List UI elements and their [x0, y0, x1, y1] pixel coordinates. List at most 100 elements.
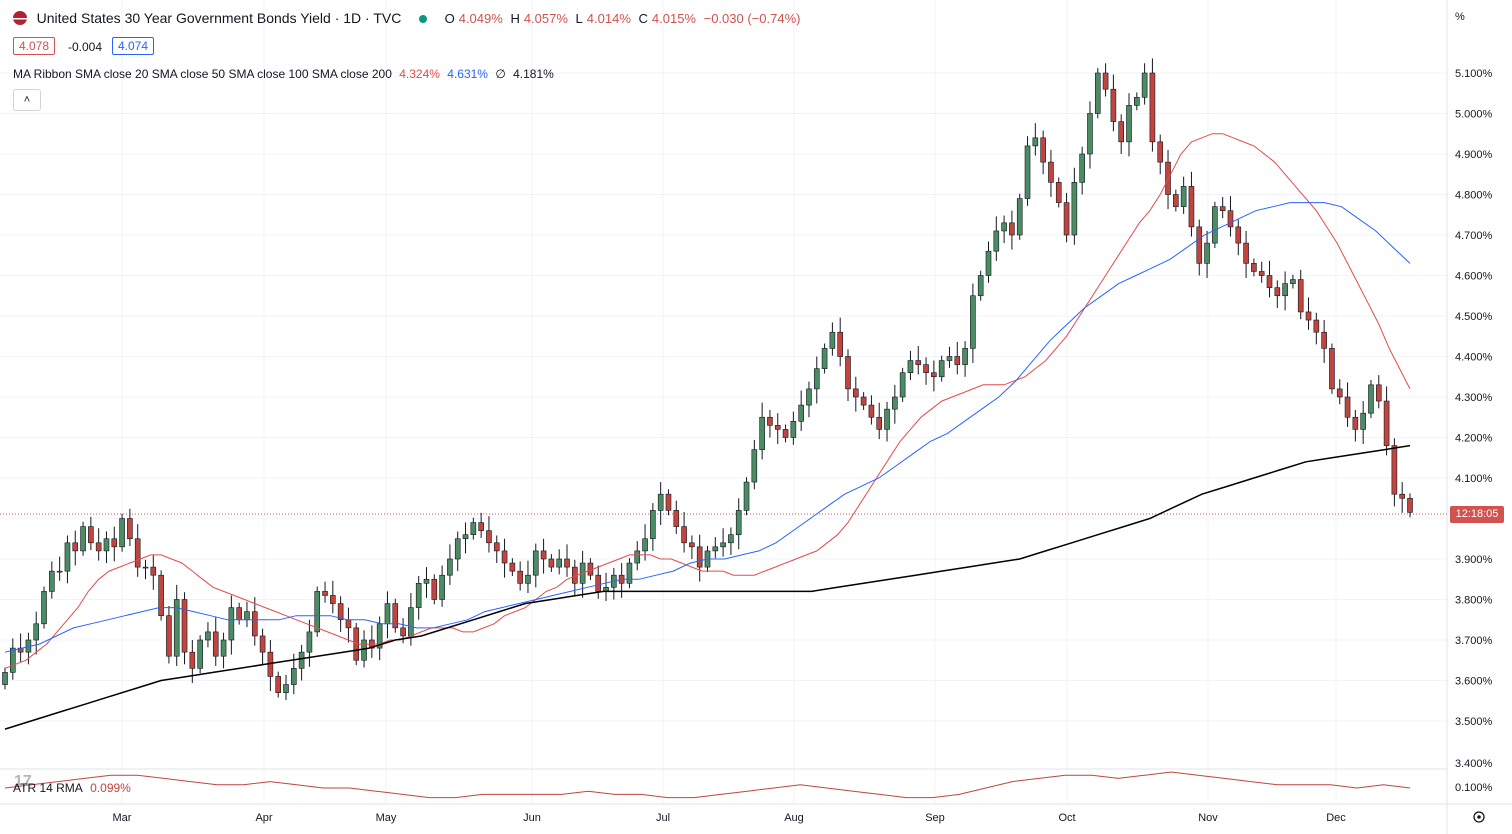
settings-icon[interactable] [1473, 811, 1485, 823]
candle-body [447, 558, 453, 576]
candle-body [837, 331, 843, 357]
candle-body [10, 647, 16, 673]
candle-body [774, 425, 781, 430]
candle-body [1087, 113, 1093, 155]
candle-body [384, 603, 391, 625]
candle-body [525, 574, 531, 584]
candle [49, 561, 55, 599]
candle-body [1110, 88, 1117, 122]
candle [1251, 258, 1257, 277]
atr-value: 0.099% [90, 781, 131, 795]
candle [173, 584, 180, 666]
sma20-line [4, 133, 1411, 669]
indicator-legend[interactable]: MA Ribbon SMA close 20 SMA close 50 SMA … [13, 67, 558, 81]
candle-body [142, 566, 149, 569]
candle [1290, 274, 1296, 289]
candle-body [41, 591, 47, 625]
candle-body [626, 562, 633, 584]
candle-body [439, 574, 445, 600]
candle-body [205, 631, 211, 641]
candle-body [759, 416, 765, 450]
candle-body [236, 607, 242, 621]
candle [1391, 438, 1398, 507]
candle [1266, 260, 1273, 298]
ohlc-open-label: O [444, 11, 455, 26]
candle-body [1375, 384, 1382, 402]
candle [1079, 146, 1085, 195]
candle [611, 567, 617, 600]
candle [376, 616, 383, 661]
candle-body [283, 684, 289, 693]
candle [251, 597, 258, 646]
candle [1009, 210, 1015, 250]
candle [1321, 320, 1327, 363]
candle-body [345, 619, 352, 629]
candle [1110, 74, 1117, 132]
collapse-legend-button[interactable]: ˄ [13, 89, 41, 111]
ask-price-box[interactable]: 4.074 [112, 37, 155, 55]
candle [415, 576, 422, 620]
bid-price-box[interactable]: 4.078 [13, 37, 56, 55]
candle-body [899, 372, 906, 398]
candle [111, 526, 118, 562]
tradingview-logo[interactable]: 17 [14, 773, 32, 790]
candle-body [517, 570, 523, 584]
candle [899, 367, 906, 402]
candle [439, 565, 445, 607]
candle [696, 534, 703, 582]
candle-body [946, 356, 953, 361]
x-axis-ticks: Mar Apr May Jun Jul Aug Sep Oct Nov Dec [113, 812, 1347, 824]
candle-body [564, 558, 570, 568]
candle [673, 500, 680, 534]
candle-body [1321, 331, 1327, 349]
candle [1360, 401, 1366, 444]
candle-body [150, 566, 157, 576]
candle [1243, 230, 1249, 278]
atr-legend[interactable]: ATR 14 RMA 0.099% [13, 781, 135, 795]
candle [892, 384, 898, 424]
candle-body [977, 275, 984, 297]
candle [493, 535, 500, 564]
candle-body [1344, 396, 1351, 418]
sma100-value: ∅ [495, 67, 506, 81]
price-axis-panel[interactable] [1447, 0, 1512, 834]
candle [1048, 149, 1054, 197]
candle-body [806, 388, 812, 406]
sma50-value: 4.631% [447, 67, 488, 81]
candle [1219, 196, 1226, 218]
candle [166, 605, 172, 664]
candle-body [103, 538, 110, 552]
candle-body [689, 542, 695, 548]
y-tick-label: 3.500% [1455, 716, 1493, 728]
candle [1235, 219, 1242, 256]
candle-body [49, 570, 55, 592]
candle [556, 549, 562, 575]
candle [259, 628, 266, 665]
candle [1149, 58, 1156, 152]
candle-body [540, 550, 547, 560]
candle-body [790, 420, 797, 438]
candle-body [860, 396, 867, 406]
candle-body [134, 538, 141, 568]
candle [1087, 101, 1093, 169]
candle-body [1157, 141, 1164, 163]
candle-body [2, 672, 8, 685]
candle [821, 343, 828, 374]
candle-body [1048, 161, 1054, 183]
candle-body [1173, 194, 1179, 207]
indicator-name: MA Ribbon SMA close 20 SMA close 50 SMA … [13, 67, 392, 81]
candle [1188, 171, 1195, 237]
symbol-title[interactable]: United States 30 Year Government Bonds Y… [36, 10, 402, 26]
y-tick-label: 4.100% [1455, 473, 1493, 485]
candle [41, 586, 47, 629]
candle-body [392, 603, 399, 629]
candle-body [1055, 182, 1062, 203]
candle-body [173, 599, 180, 657]
atr-tick-label: 3.400% [1455, 758, 1493, 770]
candle [330, 580, 336, 614]
candle-body [1032, 137, 1039, 147]
candle-body [1391, 445, 1398, 495]
candle [1352, 409, 1359, 442]
candle-body [556, 558, 562, 568]
